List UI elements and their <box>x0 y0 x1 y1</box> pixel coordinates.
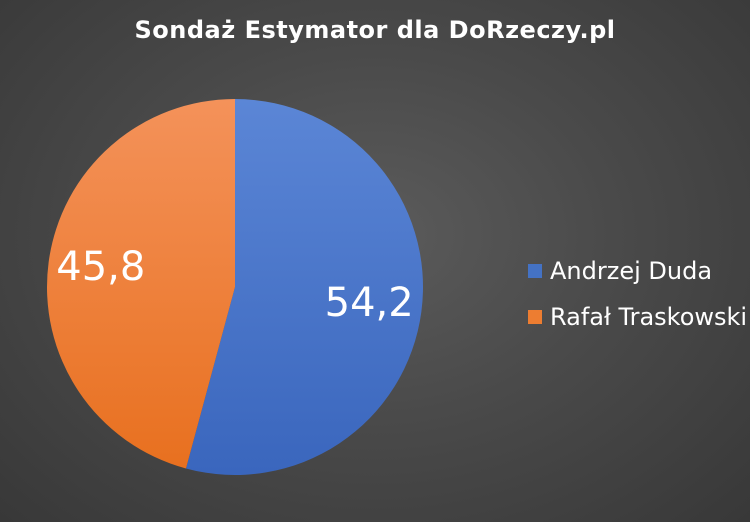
legend-label-duda: Andrzej Duda <box>550 257 713 285</box>
data-label-traskowski: 45,8 <box>56 244 145 290</box>
legend-item-traskowski: Rafał Traskowski <box>528 294 747 340</box>
data-label-duda: 54,2 <box>325 280 414 326</box>
legend-label-traskowski: Rafał Traskowski <box>550 303 748 331</box>
legend-swatch-duda <box>528 264 542 278</box>
legend: Andrzej Duda Rafał Traskowski <box>528 248 747 340</box>
pie-slice-traskowski <box>46 99 235 469</box>
legend-item-duda: Andrzej Duda <box>528 248 747 294</box>
pie-slice-duda <box>185 99 423 476</box>
chart-title: Sondaż Estymator dla DoRzeczy.pl <box>134 16 616 44</box>
legend-swatch-traskowski <box>528 310 542 324</box>
